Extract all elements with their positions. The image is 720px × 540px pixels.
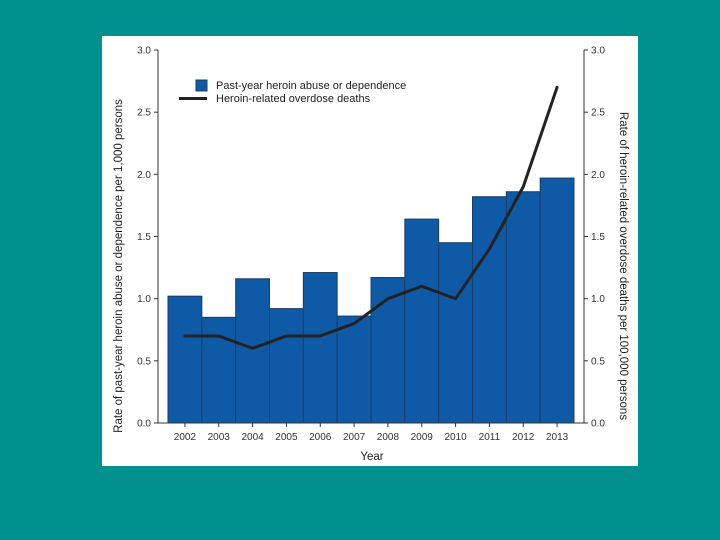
y-axis-title-right: Rate of heroin-related overdose deaths p… [617, 112, 629, 420]
bar-2002 [167, 295, 203, 424]
y-tick-label-left: 1.0 [137, 294, 151, 305]
axes-group: 0.0 0.0 0.5 0.5 1.0 1.0 1.5 1.5 2.0 2.0 2.5 2.5 3.0 3… [137, 46, 605, 444]
bar-2005 [269, 308, 304, 424]
x-tick-label-2008: 2008 [377, 432, 400, 443]
y-tick-label-right: 2.5 [591, 108, 605, 119]
bar-2004 [235, 278, 270, 424]
bar-2011 [472, 196, 507, 424]
x-tick-label-2004: 2004 [241, 432, 264, 443]
bar-2012 [505, 191, 541, 424]
x-tick-label-2006: 2006 [309, 432, 332, 443]
x-tick-label-2005: 2005 [275, 432, 298, 443]
legend-label-bar: Past-year heroin abuse or dependence [216, 80, 406, 92]
x-tick-label-2007: 2007 [343, 432, 366, 443]
bar-2007 [336, 315, 372, 424]
y-tick-label-right: 1.0 [591, 294, 605, 305]
y-tick-label-left: 2.5 [137, 108, 151, 119]
y-tick-label-right: 1.5 [591, 232, 605, 243]
line-group [183, 85, 559, 350]
x-tick-label-2012: 2012 [512, 432, 535, 443]
y-axis-title-left: Rate of past-year heroin abuse or depend… [113, 99, 125, 433]
x-tick-label-2011: 2011 [479, 432, 501, 443]
bar-2003 [201, 316, 237, 424]
x-tick-label-2009: 2009 [411, 432, 434, 443]
x-tick-label-2013: 2013 [546, 432, 569, 443]
slide-panel: 0.0 0.0 0.5 0.5 1.0 1.0 1.5 1.5 2.0 2.0 2.5 2.5 3.0 3… [102, 36, 638, 466]
x-axis-title: Year [360, 451, 383, 463]
bar-2013 [539, 177, 575, 424]
y-tick-label-right: 0.5 [591, 356, 605, 367]
x-tick-label-2002: 2002 [174, 432, 197, 443]
y-tick-label-left: 0.5 [137, 356, 151, 367]
legend-swatch-bar [195, 79, 208, 92]
y-tick-label-right: 0.0 [591, 419, 605, 430]
y-tick-label-right: 3.0 [591, 46, 605, 57]
bar-2008 [370, 277, 406, 424]
bars-group [167, 177, 575, 424]
overdose-deaths-line [183, 85, 559, 350]
y-tick-label-left: 1.5 [137, 232, 151, 243]
y-tick-label-left: 0.0 [137, 419, 151, 430]
y-tick-label-right: 2.0 [591, 170, 605, 181]
x-tick-label-2010: 2010 [444, 432, 467, 443]
y-tick-label-left: 2.0 [137, 170, 151, 181]
chart: 0.0 0.0 0.5 0.5 1.0 1.0 1.5 1.5 2.0 2.0 2.5 2.5 3.0 3… [113, 46, 629, 464]
y-tick-label-left: 3.0 [137, 46, 151, 57]
bar-2006 [302, 272, 338, 424]
bar-2009 [404, 218, 440, 424]
legend: Past-year heroin abuse or dependence Her… [179, 79, 406, 105]
x-tick-label-2003: 2003 [208, 432, 231, 443]
legend-label-line: Heroin-related overdose deaths [216, 93, 371, 105]
bar-2010 [438, 242, 474, 424]
